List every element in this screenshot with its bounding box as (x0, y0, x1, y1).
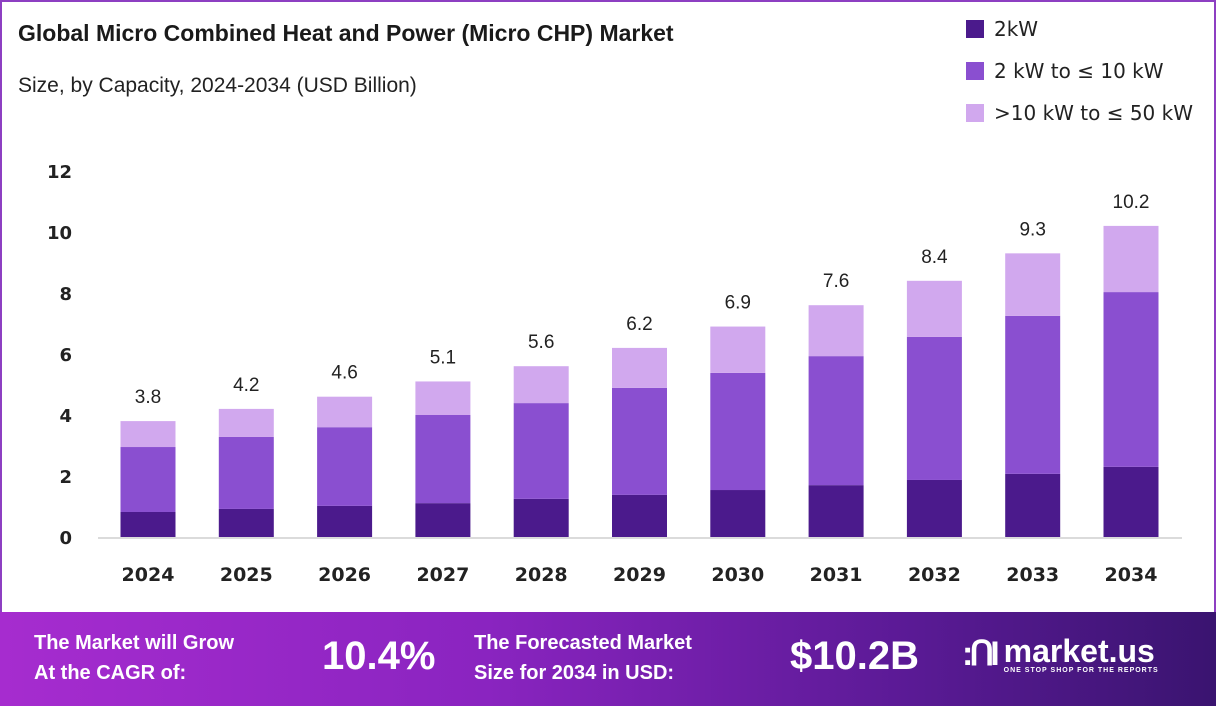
forecast-label-line2: Size for 2034 in USD: (474, 662, 675, 684)
bar-segment-2026-0 (317, 505, 373, 537)
y-tick-label: 0 (59, 528, 72, 549)
bar-segment-2025-1 (218, 436, 274, 509)
bar-segment-2027-1 (415, 415, 471, 504)
bar-segment-2025-0 (218, 508, 274, 537)
bar-segment-2028-0 (513, 498, 569, 537)
x-tick-label: 2029 (613, 564, 666, 586)
chart-subtitle: Size, by Capacity, 2024-2034 (USD Billio… (18, 74, 417, 97)
total-label: 4.2 (233, 375, 259, 396)
bar-segment-2030-2 (710, 326, 766, 373)
bar-segment-2033-0 (1005, 473, 1061, 537)
legend-swatch (966, 62, 984, 80)
bar-segment-2033-1 (1005, 315, 1061, 474)
y-tick-label: 12 (47, 162, 72, 183)
bar-segment-2029-0 (612, 494, 667, 537)
bar-segment-2026-1 (317, 427, 373, 506)
total-label: 9.3 (1019, 219, 1045, 240)
footer-banner: The Market will Grow At the CAGR of: 10.… (0, 612, 1216, 706)
x-tick-label: 2031 (810, 564, 863, 586)
bar-segment-2028-2 (513, 366, 569, 404)
bar-segment-2030-1 (710, 372, 766, 491)
bar-segment-2034-1 (1103, 292, 1159, 467)
bar-segment-2030-0 (710, 490, 766, 537)
y-tick-label: 6 (59, 345, 72, 366)
total-label: 3.8 (135, 387, 161, 408)
total-label: 5.6 (528, 332, 554, 353)
legend-label: >10 kW to ≤ 50 kW (994, 101, 1193, 125)
bar-segment-2032-1 (906, 336, 962, 480)
bar-segment-2027-0 (415, 503, 471, 537)
bar-segment-2032-0 (906, 479, 962, 537)
x-tick-label: 2026 (318, 564, 371, 586)
y-tick-label: 2 (59, 467, 72, 488)
cagr-value: 10.4% (322, 634, 436, 678)
x-tick-label: 2025 (220, 564, 273, 586)
forecast-label: The Forecasted Market Size for 2034 in U… (474, 628, 692, 688)
market-us-logo: :ՈI market.us ONE STOP SHOP FOR THE REPO… (962, 634, 1159, 674)
stacked-bar-chart: 0 2 4 6 8 10 12 3.8 2024 4.2 2025 4.6 2026 5.1 2027 5.6… (47, 162, 1182, 586)
bar-segment-2032-2 (906, 280, 962, 337)
total-label: 6.9 (725, 293, 751, 314)
legend-item-2kw: 2kW (966, 8, 1193, 50)
legend-swatch (966, 104, 984, 122)
legend-label: 2 kW to ≤ 10 kW (994, 59, 1164, 83)
bar-segment-2031-2 (808, 305, 864, 357)
x-tick-label: 2033 (1006, 564, 1059, 586)
x-tick-label: 2028 (515, 564, 568, 586)
logo-name: market.us (1003, 632, 1155, 669)
bar-segment-2031-0 (808, 485, 864, 537)
bar-segment-2028-1 (513, 403, 569, 499)
bar-segment-2029-2 (612, 347, 667, 388)
bar-segment-2024-0 (120, 511, 176, 537)
bar-segment-2024-1 (120, 447, 176, 512)
bar-segment-2034-0 (1103, 466, 1159, 537)
cagr-label: The Market will Grow At the CAGR of: (34, 628, 234, 688)
y-tick-label: 10 (47, 223, 72, 244)
y-tick-label: 8 (59, 284, 72, 305)
total-label: 4.6 (331, 363, 357, 384)
cagr-label-line2: At the CAGR of: (34, 662, 187, 684)
bar-segment-2034-2 (1103, 225, 1159, 293)
logo-tagline: ONE STOP SHOP FOR THE REPORTS (1003, 666, 1159, 674)
total-label: 7.6 (823, 271, 849, 292)
y-tick-label: 4 (59, 406, 72, 427)
forecast-label-line1: The Forecasted Market (474, 632, 692, 654)
chart-title: Global Micro Combined Heat and Power (Mi… (18, 20, 674, 46)
x-tick-label: 2032 (908, 564, 961, 586)
bar-segment-2031-1 (808, 356, 864, 486)
bar-segment-2025-2 (218, 408, 274, 437)
total-label: 6.2 (626, 314, 652, 335)
bar-segment-2027-2 (415, 381, 471, 415)
bar-segment-2029-1 (612, 387, 667, 495)
legend-item-2-10kw: 2 kW to ≤ 10 kW (966, 50, 1193, 92)
cagr-label-line1: The Market will Grow (34, 632, 235, 654)
total-label: 5.1 (430, 347, 456, 368)
x-tick-label: 2030 (711, 564, 764, 586)
legend-swatch (966, 20, 984, 38)
x-tick-label: 2024 (122, 564, 175, 586)
total-label: 10.2 (1113, 192, 1150, 213)
bar-segment-2024-2 (120, 421, 176, 448)
legend-label: 2kW (994, 17, 1039, 41)
logo-icon: :ՈI (962, 635, 1000, 673)
forecast-value: $10.2B (790, 634, 919, 678)
bar-segment-2033-2 (1005, 253, 1061, 316)
bar-segment-2026-2 (317, 396, 373, 428)
x-tick-label: 2027 (416, 564, 469, 586)
x-tick-label: 2034 (1105, 564, 1158, 586)
legend: 2kW 2 kW to ≤ 10 kW >10 kW to ≤ 50 kW (966, 8, 1193, 134)
total-label: 8.4 (921, 247, 948, 268)
legend-item-10-50kw: >10 kW to ≤ 50 kW (966, 92, 1193, 134)
